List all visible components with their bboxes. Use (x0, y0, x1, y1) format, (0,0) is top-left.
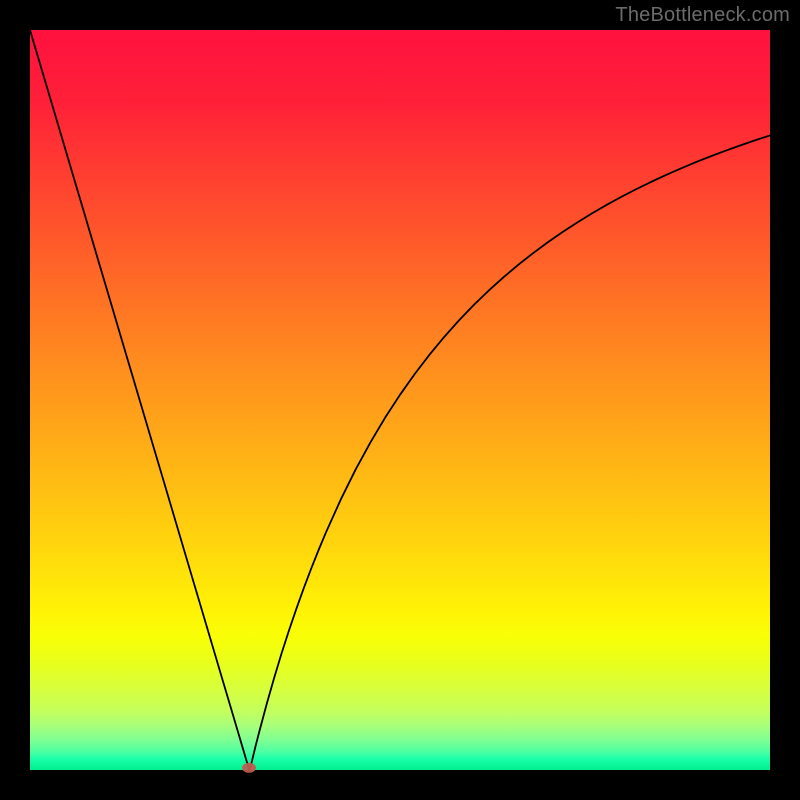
bottleneck-curve-chart (0, 0, 800, 800)
optimal-point-marker (242, 763, 256, 773)
plot-background (30, 30, 770, 770)
chart-container: TheBottleneck.com (0, 0, 800, 800)
